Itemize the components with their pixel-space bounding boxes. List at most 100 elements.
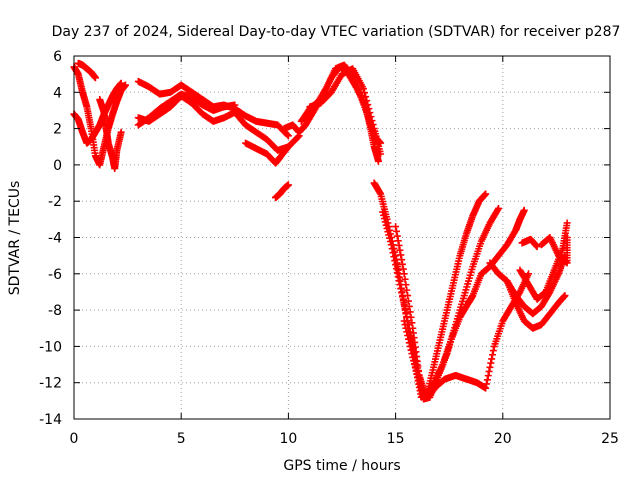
data-point xyxy=(533,243,541,251)
data-point xyxy=(379,208,387,216)
data-point xyxy=(484,372,492,380)
series-track-4 xyxy=(96,96,125,173)
data-point xyxy=(231,101,239,109)
series-track-9 xyxy=(272,181,292,202)
series-track-12 xyxy=(306,65,385,158)
data-point xyxy=(402,324,410,332)
series-track-21 xyxy=(518,235,541,251)
data-point xyxy=(395,241,403,249)
data-point xyxy=(381,218,389,226)
data-point xyxy=(117,128,125,136)
data-point xyxy=(391,257,399,265)
data-point xyxy=(393,232,401,240)
data-point xyxy=(380,215,388,223)
y-tick-label: -14 xyxy=(39,412,62,428)
y-tick-label: -6 xyxy=(48,267,62,283)
data-point xyxy=(404,297,412,305)
data-point xyxy=(404,332,412,340)
data-point xyxy=(382,221,390,229)
data-point xyxy=(366,109,374,117)
data-point xyxy=(412,366,420,374)
data-point xyxy=(483,376,491,384)
x-tick-label: 0 xyxy=(70,431,79,447)
data-point xyxy=(413,370,421,378)
series-track-5 xyxy=(134,77,292,140)
data-point xyxy=(406,308,414,316)
series-track-20 xyxy=(537,234,571,267)
data-point xyxy=(415,376,423,384)
data-point xyxy=(392,227,400,235)
data-point xyxy=(392,265,400,273)
x-tick-label: 10 xyxy=(279,431,297,447)
data-point xyxy=(396,281,404,289)
data-point xyxy=(408,350,416,358)
data-point xyxy=(400,317,408,325)
x-axis-ticks: 0 5 10 15 20 25 xyxy=(70,56,619,447)
data-point xyxy=(404,335,412,343)
data-point xyxy=(405,339,413,347)
y-tick-label: -12 xyxy=(39,376,62,392)
data-point xyxy=(486,363,494,371)
data-point xyxy=(393,269,401,277)
series-track-15 xyxy=(392,206,528,399)
data-point xyxy=(408,319,416,327)
data-point xyxy=(387,241,395,249)
data-point xyxy=(416,379,424,387)
data-point xyxy=(525,270,533,278)
series-track-2 xyxy=(70,79,125,147)
data-point xyxy=(383,224,391,232)
data-point xyxy=(361,89,369,97)
data-point xyxy=(377,150,385,158)
y-tick-label: -10 xyxy=(39,339,62,355)
data-point xyxy=(284,132,292,140)
data-point xyxy=(489,347,497,355)
data-point xyxy=(390,253,398,261)
data-point xyxy=(483,380,491,388)
data-point xyxy=(405,302,413,310)
data-point xyxy=(563,219,571,227)
data-point xyxy=(399,265,407,273)
data-point xyxy=(489,351,497,359)
data-point xyxy=(404,292,412,300)
grid-lines xyxy=(74,56,610,419)
series-track-6 xyxy=(134,92,292,154)
data-point xyxy=(284,181,292,189)
data-point xyxy=(407,346,415,354)
data-point xyxy=(386,234,394,242)
data-point xyxy=(359,85,367,93)
data-point xyxy=(368,117,376,125)
data-point xyxy=(403,328,411,336)
data-point xyxy=(394,273,402,281)
data-point xyxy=(380,211,388,219)
data-point xyxy=(482,384,490,392)
data-point xyxy=(369,121,377,129)
x-axis-label: GPS time / hours xyxy=(283,458,400,474)
data-point xyxy=(392,261,400,269)
data-point xyxy=(384,228,392,236)
data-point xyxy=(407,313,415,321)
data-point xyxy=(397,285,405,293)
data-point xyxy=(117,79,125,87)
series-track-7 xyxy=(134,90,239,129)
y-axis-label: SDTVAR / TECUs xyxy=(7,181,23,296)
data-point xyxy=(410,357,418,365)
x-tick-label: 5 xyxy=(177,431,186,447)
series-track-19 xyxy=(516,219,571,303)
data-point xyxy=(398,256,406,264)
data-point xyxy=(91,74,99,82)
data-point xyxy=(388,245,396,253)
data-point xyxy=(392,223,400,231)
data-point xyxy=(398,293,406,301)
x-tick-label: 20 xyxy=(494,431,512,447)
data-point xyxy=(398,289,406,297)
data-point xyxy=(403,286,411,294)
data-point xyxy=(411,363,419,371)
data-points xyxy=(70,59,571,403)
data-point xyxy=(494,206,502,214)
data-point xyxy=(520,206,528,214)
data-point xyxy=(396,246,404,254)
data-point xyxy=(362,93,370,101)
data-point xyxy=(416,383,424,391)
data-point xyxy=(386,237,394,245)
